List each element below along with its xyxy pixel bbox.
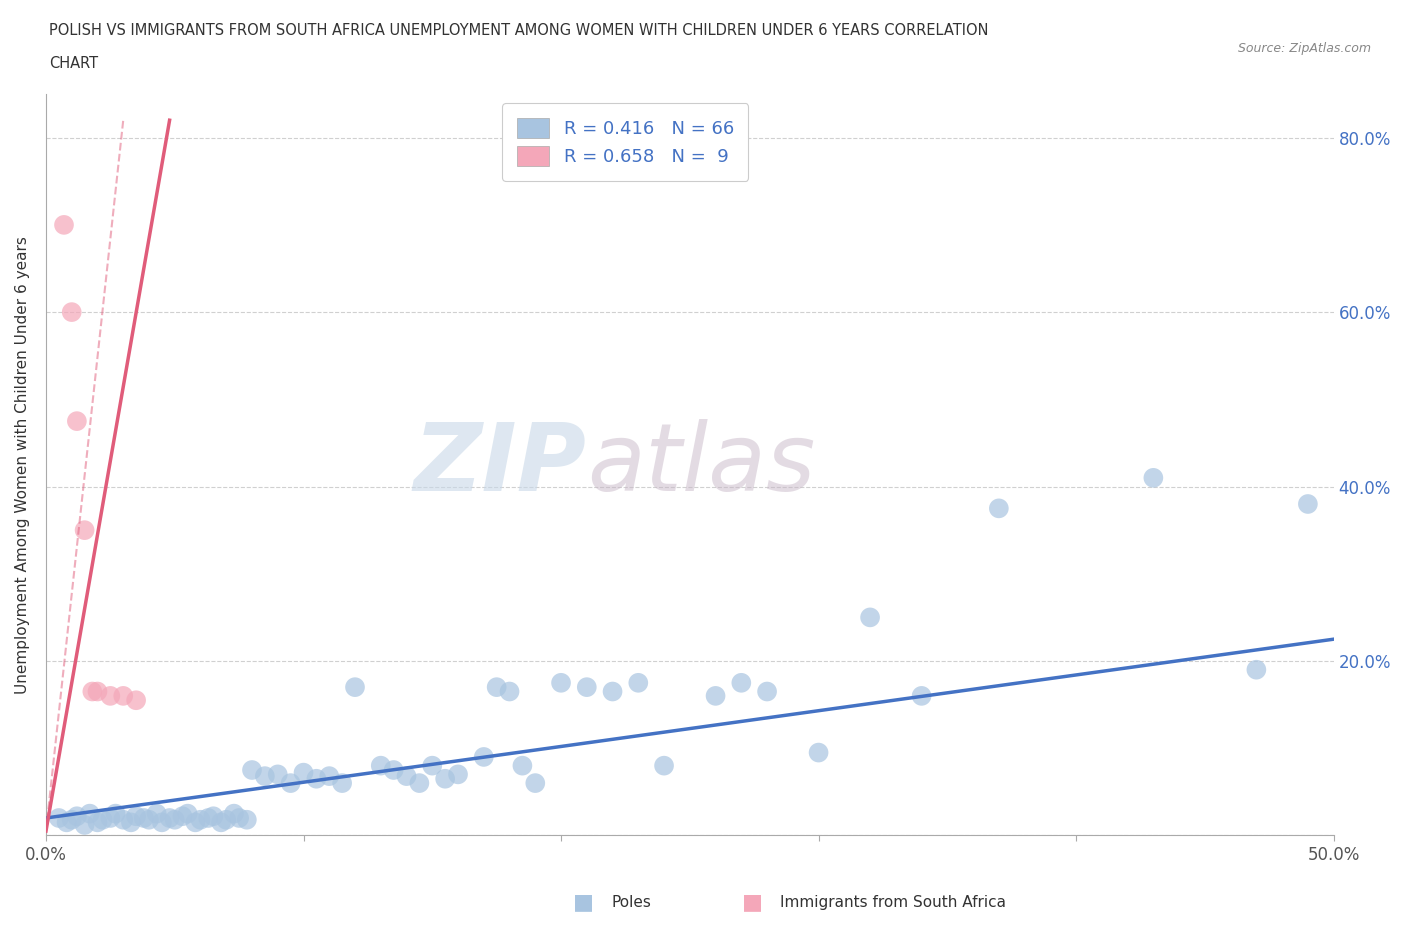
Point	[82, 684, 104, 699]
Point	[222, 806, 245, 821]
Point	[575, 680, 598, 695]
Text: POLISH VS IMMIGRANTS FROM SOUTH AFRICA UNEMPLOYMENT AMONG WOMEN WITH CHILDREN UN: POLISH VS IMMIGRANTS FROM SOUTH AFRICA U…	[49, 23, 988, 38]
Point	[602, 684, 624, 699]
Point	[86, 684, 108, 699]
Point	[280, 776, 302, 790]
Text: Immigrants from South Africa: Immigrants from South Africa	[780, 895, 1007, 910]
Point	[267, 767, 290, 782]
Point	[125, 693, 148, 708]
Point	[550, 675, 572, 690]
Point	[184, 815, 207, 830]
Text: Source: ZipAtlas.com: Source: ZipAtlas.com	[1237, 42, 1371, 55]
Point	[395, 769, 418, 784]
Point	[138, 812, 160, 827]
Y-axis label: Unemployment Among Women with Children Under 6 years: Unemployment Among Women with Children U…	[15, 236, 30, 694]
Point	[330, 776, 353, 790]
Point	[382, 763, 405, 777]
Point	[60, 812, 83, 827]
Text: ZIP: ZIP	[413, 418, 586, 511]
Point	[53, 218, 76, 232]
Point	[79, 806, 101, 821]
Point	[66, 414, 89, 429]
Point	[370, 758, 392, 773]
Point	[240, 763, 263, 777]
Point	[86, 815, 108, 830]
Point	[987, 501, 1010, 516]
Point	[73, 817, 96, 832]
Point	[60, 305, 83, 320]
Point	[652, 758, 675, 773]
Point	[627, 675, 650, 690]
Point	[1142, 471, 1164, 485]
Point	[159, 811, 181, 826]
Point	[73, 523, 96, 538]
Point	[343, 680, 366, 695]
Point	[176, 806, 198, 821]
Point	[807, 745, 830, 760]
Point	[112, 812, 135, 827]
Point	[408, 776, 430, 790]
Point	[472, 750, 495, 764]
Point	[215, 812, 238, 827]
Text: ■: ■	[742, 892, 762, 912]
Point	[120, 815, 142, 830]
Point	[420, 758, 443, 773]
Point	[66, 809, 89, 824]
Point	[756, 684, 779, 699]
Point	[859, 610, 882, 625]
Point	[209, 815, 232, 830]
Point	[434, 771, 457, 786]
Point	[910, 688, 932, 703]
Point	[91, 812, 114, 827]
Point	[202, 809, 225, 824]
Point	[190, 812, 212, 827]
Text: CHART: CHART	[49, 56, 98, 71]
Point	[163, 812, 186, 827]
Point	[447, 767, 470, 782]
Point	[704, 688, 727, 703]
Text: Poles: Poles	[612, 895, 651, 910]
Point	[172, 809, 194, 824]
Point	[197, 811, 219, 826]
Point	[112, 688, 135, 703]
Point	[292, 765, 315, 780]
Text: atlas: atlas	[586, 419, 815, 511]
Point	[236, 812, 259, 827]
Point	[132, 811, 155, 826]
Point	[498, 684, 520, 699]
Point	[55, 815, 77, 830]
Point	[48, 811, 70, 826]
Point	[150, 815, 173, 830]
Point	[318, 769, 340, 784]
Point	[98, 688, 121, 703]
Point	[1246, 662, 1268, 677]
Point	[253, 769, 276, 784]
Point	[145, 806, 167, 821]
Point	[98, 811, 121, 826]
Point	[228, 811, 250, 826]
Point	[485, 680, 508, 695]
Point	[1296, 497, 1319, 512]
Point	[104, 806, 127, 821]
Legend: R = 0.416   N = 66, R = 0.658   N =  9: R = 0.416 N = 66, R = 0.658 N = 9	[502, 103, 748, 181]
Point	[512, 758, 534, 773]
Point	[125, 809, 148, 824]
Text: ■: ■	[574, 892, 593, 912]
Point	[305, 771, 328, 786]
Point	[524, 776, 547, 790]
Point	[730, 675, 752, 690]
